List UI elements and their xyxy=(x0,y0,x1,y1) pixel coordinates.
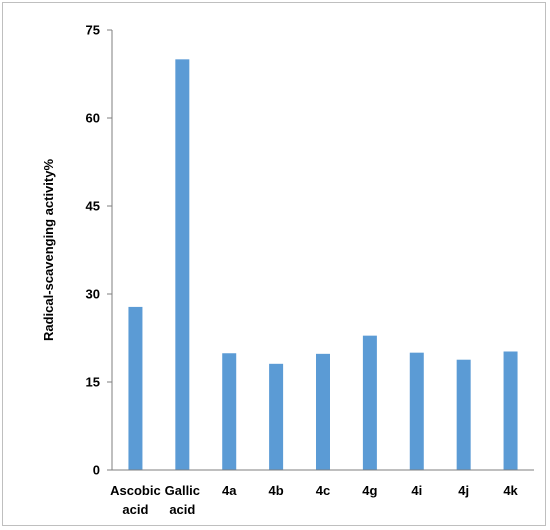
bar xyxy=(222,353,237,470)
y-tick-label: 45 xyxy=(86,199,100,214)
bar xyxy=(362,335,377,470)
bar xyxy=(409,352,424,470)
bar-chart: Radical-scavenging activity% 0 15 30 45 60 75… xyxy=(41,23,534,517)
y-axis-title: Radical-scavenging activity% xyxy=(41,159,56,342)
bar xyxy=(316,353,330,470)
x-tick-label: 4g xyxy=(362,483,377,498)
bar xyxy=(269,363,284,470)
bar xyxy=(456,359,471,470)
x-tick-label: 4c xyxy=(316,483,330,498)
x-tick-label: 4i xyxy=(411,483,422,498)
x-tick-label: 4j xyxy=(458,483,469,498)
y-tick-label: 15 xyxy=(86,375,100,390)
bar xyxy=(128,306,143,470)
x-tick-label: Gallic acid xyxy=(165,483,200,517)
x-tick-label: 4k xyxy=(503,483,518,498)
y-tick-label: 60 xyxy=(86,111,100,126)
y-tick-label: 30 xyxy=(86,287,100,302)
x-tick-label: 4a xyxy=(222,483,237,498)
bar xyxy=(503,351,518,470)
bar xyxy=(175,59,190,470)
x-tick-label: Ascobic acid xyxy=(110,483,161,517)
chart-frame: Radical-scavenging activity% 0 15 30 45 60 75… xyxy=(2,2,546,526)
y-tick-label: 0 xyxy=(93,463,100,478)
y-tick-label: 75 xyxy=(86,23,100,38)
x-tick-label: 4b xyxy=(269,483,284,498)
